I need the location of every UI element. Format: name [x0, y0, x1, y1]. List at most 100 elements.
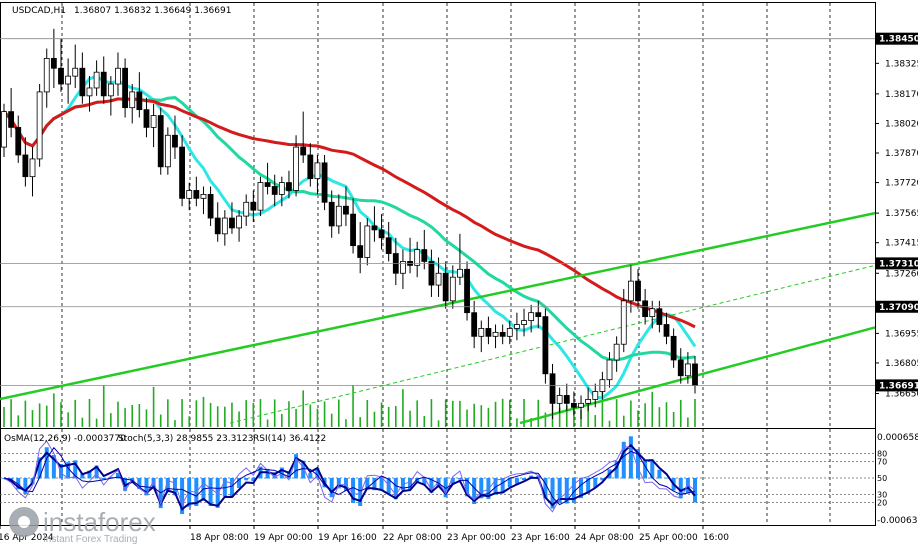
osma-bar [393, 478, 398, 500]
osma-bar [208, 478, 213, 507]
osma-bar [101, 478, 106, 480]
osma-bar [628, 436, 633, 479]
osma-bar [244, 478, 249, 481]
candle-body [585, 399, 592, 404]
level-badge [876, 379, 918, 392]
candle-body [570, 402, 577, 408]
candle-body [286, 182, 292, 191]
osma-bar [372, 478, 377, 491]
price-tick-label: 1.36955 [885, 329, 918, 339]
candle-body [542, 316, 549, 375]
candle-body [620, 300, 627, 345]
osma-bar [586, 478, 591, 494]
candle-body [563, 395, 570, 404]
osma-bar [351, 478, 356, 503]
osma-bar [614, 460, 619, 479]
candle-body [243, 201, 250, 217]
candle-body [15, 126, 22, 156]
osma-bar [450, 478, 455, 485]
candle-body [236, 215, 242, 229]
osma-bar [643, 459, 648, 479]
candle-body [414, 249, 421, 266]
osma-bar [272, 472, 277, 479]
osma-bar [37, 457, 42, 479]
candle-body [627, 280, 634, 302]
candle-body [278, 182, 285, 195]
candle-body [371, 225, 378, 231]
candle-body [442, 272, 449, 302]
candle-body [150, 115, 157, 128]
time-tick-label: 22 Apr 08:00 [383, 533, 442, 543]
candle-body [663, 324, 670, 337]
osma-bar [308, 473, 313, 479]
osma-bar [108, 476, 113, 479]
candle-body [122, 67, 129, 109]
level-badge-label: 1.36691 [879, 381, 918, 391]
osma-bar [51, 455, 56, 479]
candle-body [670, 335, 677, 361]
price-tick-label: 1.37870 [885, 149, 918, 159]
osma-bar [315, 468, 320, 479]
price-tick-label: 1.37415 [885, 239, 918, 249]
candle-body [435, 272, 442, 286]
candle-body [229, 217, 235, 229]
candle-body [22, 154, 29, 178]
candle-body [200, 194, 207, 199]
candle-body [535, 312, 542, 318]
candle-body [449, 276, 456, 302]
candle-body [692, 363, 698, 387]
time-tick-label: 16:00 [703, 533, 729, 543]
osma-bar [486, 478, 491, 500]
level-badge-label: 1.38450 [879, 35, 918, 45]
candle-body [186, 190, 193, 199]
osma-bar [115, 472, 120, 479]
candle-body [335, 205, 342, 227]
channel-middle-line [0, 211, 876, 401]
candle-body [164, 134, 171, 168]
price-tick-label: 1.38325 [885, 59, 918, 69]
osma-bar [44, 447, 49, 479]
rsi-level-label: 80 [877, 449, 887, 458]
candle-body [93, 71, 100, 89]
osma-bar [265, 468, 270, 479]
osma-bar [550, 478, 555, 509]
candle-body [378, 229, 385, 239]
channel-dotted-line [229, 264, 876, 424]
osma-bar [365, 478, 370, 490]
candle-body [29, 158, 36, 178]
candle-body [578, 402, 584, 408]
osma-bar [73, 460, 78, 479]
candle-body [499, 331, 506, 337]
candle-body [115, 67, 121, 85]
osma-label: OsMA(12,26,9) -0.0003770 [4, 434, 126, 444]
osma-bar [543, 478, 548, 499]
candle-body [193, 190, 200, 199]
osma-bar [571, 478, 576, 503]
price-tick-label: 1.37260 [885, 269, 918, 279]
candle-body [314, 162, 321, 180]
candle-body [129, 91, 136, 109]
candle-body [264, 182, 271, 187]
candle-body [8, 111, 15, 128]
osma-bar [593, 478, 598, 488]
osma-bar [251, 478, 256, 482]
candle-body [143, 109, 150, 128]
osma-bar [151, 478, 156, 489]
time-tick-label: 19 Apr 16:00 [318, 533, 377, 543]
osma-bar [294, 454, 299, 479]
candle-body [677, 359, 684, 377]
osma-bar [58, 464, 63, 479]
osma-bar [358, 478, 363, 506]
candle-body [100, 71, 107, 97]
candle-body [642, 300, 649, 318]
time-tick-label: 23 Apr 00:00 [447, 533, 506, 543]
candle-body [613, 343, 620, 361]
osma-bar [187, 478, 192, 507]
instaforex-logo: instaforex Instant Forex Trading [9, 507, 156, 545]
candle-body [350, 213, 356, 247]
candle-body [400, 261, 406, 274]
rsi-level-label: 20 [877, 499, 887, 508]
candle-body [556, 395, 563, 404]
